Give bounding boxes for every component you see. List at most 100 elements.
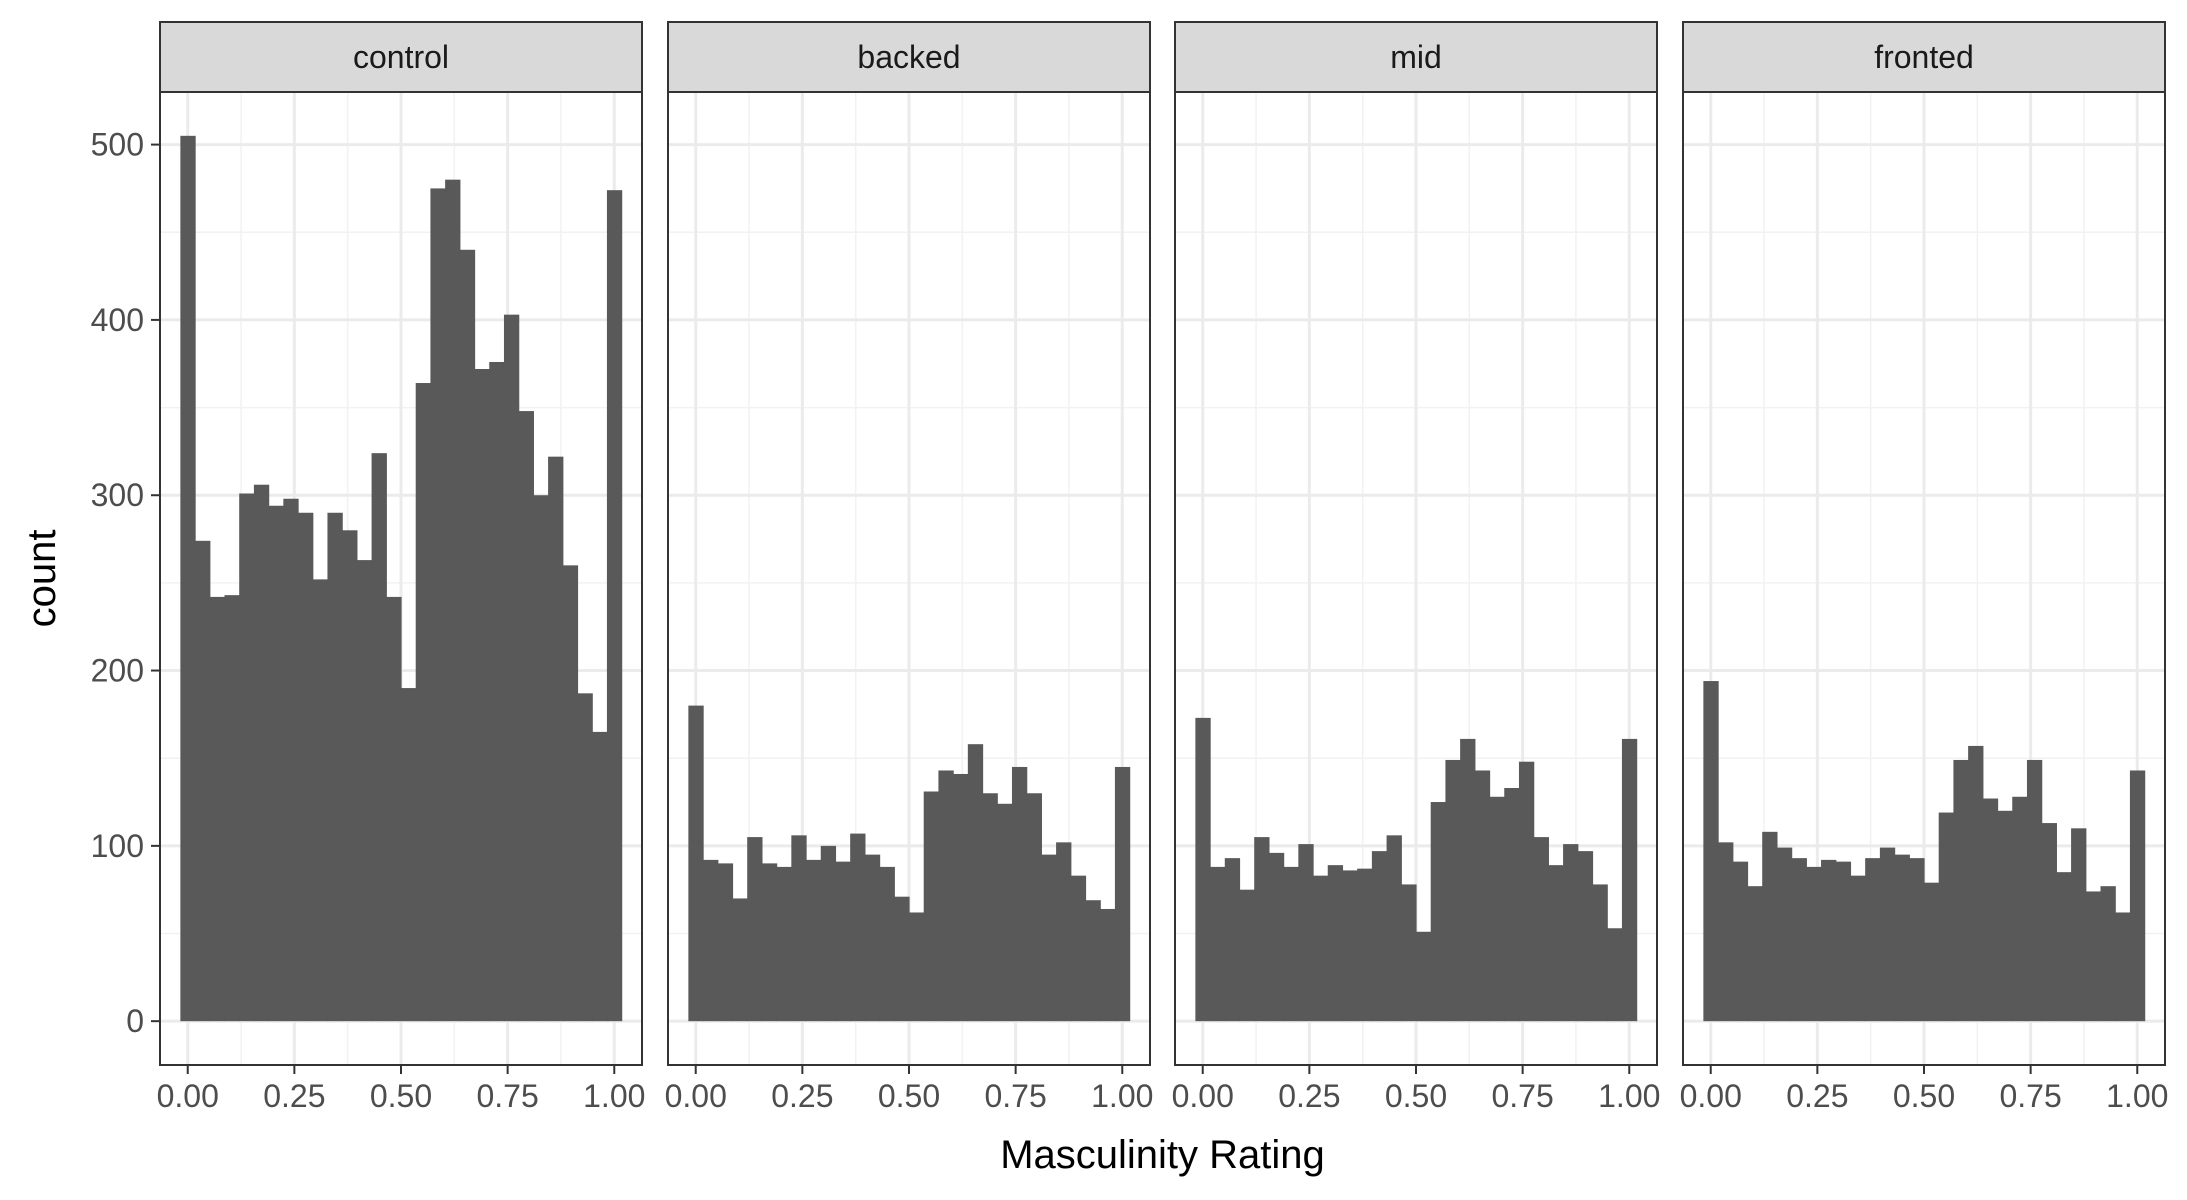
histogram-bar (356, 560, 373, 1022)
histogram-bar (283, 498, 299, 1022)
histogram-bar (791, 835, 807, 1022)
histogram-bar (1762, 831, 1778, 1022)
histogram-bar (1026, 793, 1042, 1022)
x-tick-label: 1.00 (1091, 1078, 1153, 1114)
y-tick-label: 100 (91, 828, 144, 864)
x-tick-label: 0.50 (1385, 1078, 1447, 1114)
histogram-bar (864, 854, 881, 1022)
histogram-bar (1968, 745, 1984, 1022)
histogram-bar (850, 833, 866, 1022)
histogram-bar (2100, 886, 2116, 1022)
histogram-bar (489, 361, 505, 1022)
histogram-bar (430, 188, 446, 1022)
histogram-bar (761, 863, 778, 1022)
histogram-bar (1474, 770, 1491, 1022)
x-tick-label: 0.25 (1278, 1078, 1340, 1114)
histogram-bar (606, 190, 623, 1022)
histogram-bar (503, 314, 520, 1022)
histogram-bar (776, 866, 792, 1022)
histogram-bar (459, 249, 476, 1022)
histogram-bar (1518, 761, 1535, 1022)
histogram-bar (1416, 931, 1432, 1022)
histogram-bar (1210, 866, 1226, 1022)
histogram-bar (909, 912, 925, 1022)
histogram-bar (806, 859, 822, 1022)
histogram-bar (717, 863, 734, 1022)
histogram-bar (1489, 796, 1505, 1022)
facet-strip (159, 21, 643, 93)
x-axis-title: Masculinity Rating (1000, 1133, 1325, 1177)
histogram-bar (253, 484, 270, 1022)
histogram-bar (1313, 875, 1329, 1022)
histogram-bar (894, 896, 910, 1022)
histogram-bar (1732, 861, 1749, 1022)
histogram-bar (2026, 759, 2043, 1022)
y-axis: 0 100 200 300 400 500 (91, 127, 160, 1039)
histogram-bar (1879, 847, 1896, 1022)
histogram-bar (1445, 759, 1461, 1022)
y-tick-label: 400 (91, 302, 144, 338)
histogram-bar (386, 596, 402, 1022)
histogram-bar (1703, 681, 1719, 1022)
facet-panel-mid: mid 0.00 0.25 0.50 0.75 1.00 (1172, 21, 1660, 1114)
histogram-bar (2012, 796, 2028, 1022)
histogram-bar (1997, 810, 2013, 1022)
histogram-bar (2115, 912, 2131, 1022)
y-tick-label: 200 (91, 653, 144, 689)
histogram-bar (732, 898, 748, 1022)
histogram-bar (1776, 847, 1793, 1022)
histogram-bar (1085, 900, 1101, 1022)
histogram-bar (180, 135, 196, 1022)
histogram-bar (997, 803, 1013, 1022)
histogram-bar (703, 859, 719, 1022)
x-tick-label: 0.00 (665, 1078, 727, 1114)
histogram-bars (688, 705, 1131, 1022)
histogram-bar (953, 773, 969, 1022)
histogram-bar (533, 495, 549, 1022)
histogram-bar (1982, 798, 1999, 1022)
histogram-bar (967, 744, 984, 1022)
histogram-bar (1195, 717, 1211, 1022)
facet-panel-fronted: fronted 0.00 0.25 0.50 0.75 1.00 (1680, 21, 2168, 1114)
histogram-bar (1533, 837, 1549, 1022)
histogram-bar (1607, 928, 1623, 1022)
histogram-bar (1747, 886, 1763, 1022)
x-tick-label: 1.00 (583, 1078, 645, 1114)
x-axis: 0.00 0.25 0.50 0.75 1.00 (1680, 1065, 2168, 1114)
histogram-bar (982, 793, 998, 1022)
histogram-bar (518, 411, 534, 1022)
x-tick-label: 0.25 (263, 1078, 325, 1114)
histogram-bar (1056, 842, 1072, 1022)
histogram-bar (1041, 854, 1057, 1022)
histogram-bar (1821, 859, 1837, 1022)
histogram-bar (1621, 738, 1638, 1022)
histogram-bar (1924, 882, 1940, 1022)
histogram-bar (1283, 866, 1299, 1022)
histogram-bar (835, 861, 851, 1022)
histogram-bar (1011, 766, 1028, 1022)
histogram-bar (1938, 812, 1955, 1022)
x-axis: 0.00 0.25 0.50 0.75 1.00 (157, 1065, 645, 1114)
histogram-bar (1371, 851, 1388, 1022)
histogram-bar (1791, 858, 1807, 1022)
y-tick-label: 300 (91, 477, 144, 513)
histogram-bar (2071, 828, 2087, 1022)
y-tick-label: 0 (126, 1003, 144, 1039)
histogram-bar (1504, 788, 1520, 1022)
histogram-bar (1070, 875, 1087, 1022)
facet-strip-label: fronted (1874, 39, 1974, 75)
histogram-bar (592, 731, 608, 1022)
histogram-bar (1224, 858, 1241, 1022)
histogram-bar (239, 493, 255, 1022)
histogram-bar (1563, 844, 1579, 1022)
x-tick-label: 0.25 (771, 1078, 833, 1114)
histogram-bar (2129, 770, 2146, 1022)
facet-strip-label: control (353, 39, 449, 75)
histogram-bar (1718, 842, 1734, 1022)
histogram-bar (445, 179, 461, 1022)
histogram-bar (474, 368, 490, 1022)
x-tick-label: 0.00 (157, 1078, 219, 1114)
histogram-bar (1430, 802, 1447, 1022)
histogram-bar (2041, 823, 2057, 1022)
